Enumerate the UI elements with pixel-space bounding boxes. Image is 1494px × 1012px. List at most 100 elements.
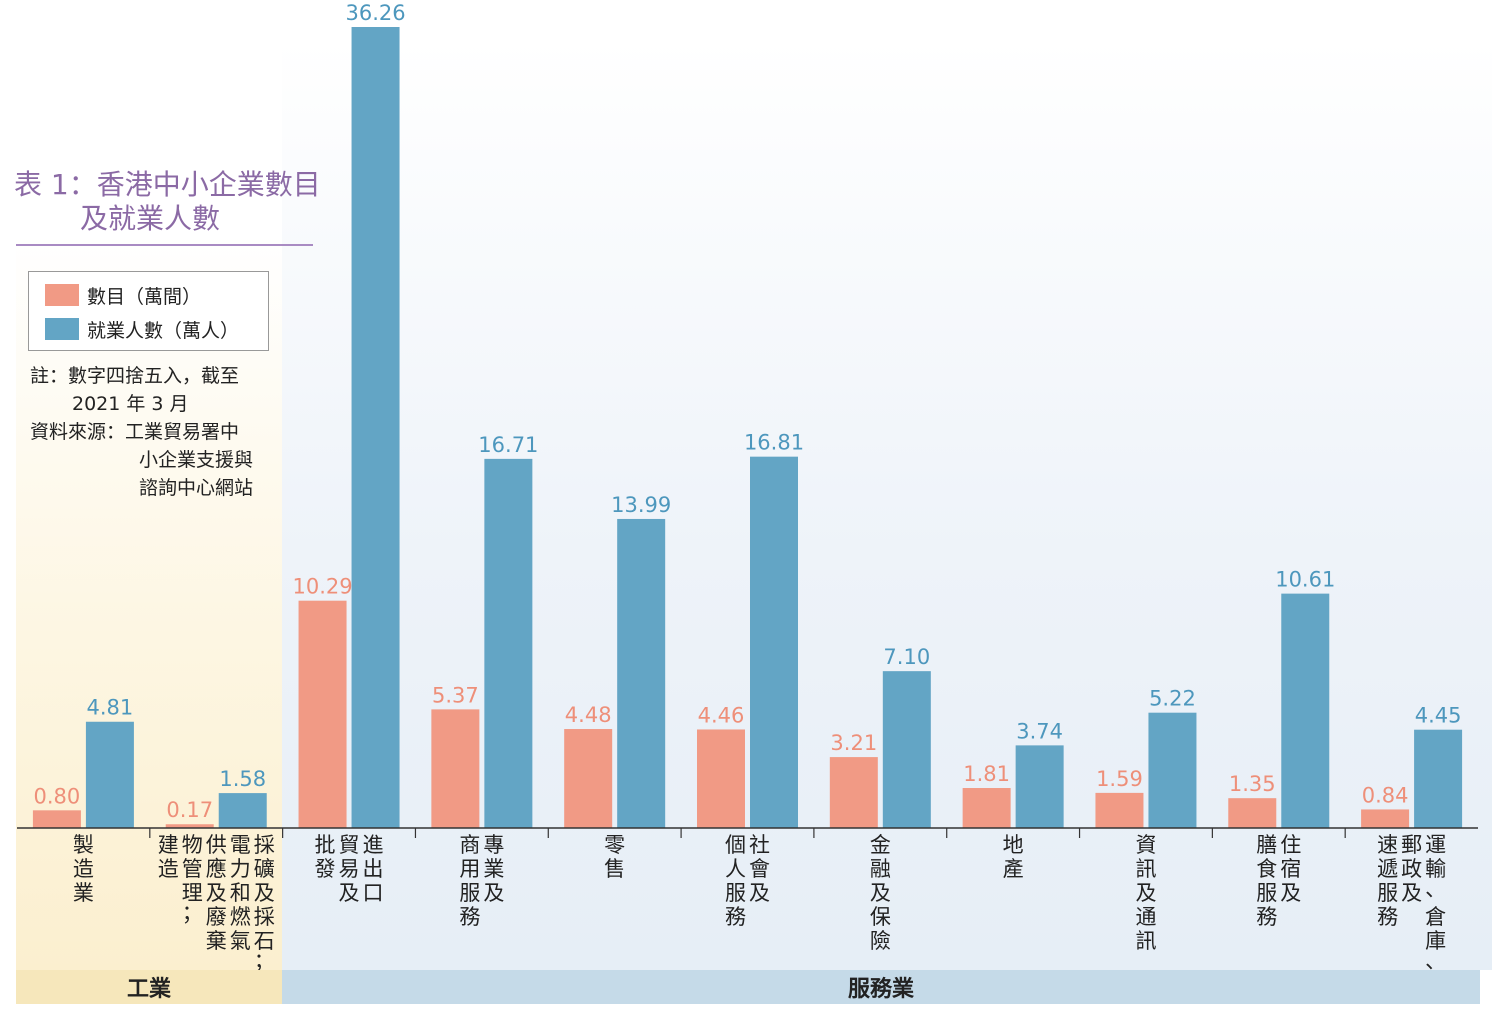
category-char: 用	[459, 857, 480, 881]
category-char: 氣	[230, 929, 251, 953]
bar-establishments-6	[829, 757, 878, 828]
category-char: 務	[725, 905, 746, 929]
group-label-services: 服務業	[282, 970, 1480, 1004]
value-label-employment-8: 5.22	[1149, 687, 1196, 711]
bar-establishments-9	[1228, 798, 1277, 828]
value-label-establishments-9: 1.35	[1229, 772, 1276, 796]
category-char: 口	[363, 881, 384, 905]
value-label-employment-7: 3.74	[1016, 719, 1063, 743]
category-char: 力	[230, 857, 251, 881]
legend-label-employment: 就業人數（萬人）	[87, 319, 240, 342]
bar-establishments-0	[32, 810, 81, 828]
category-char: 政	[1401, 857, 1422, 881]
value-label-establishments-10: 0.84	[1362, 783, 1409, 807]
category-char: 管	[182, 857, 203, 881]
category-char: 資	[1135, 833, 1156, 857]
category-char: 礦	[254, 857, 275, 881]
category-char: 地	[1003, 833, 1024, 857]
value-label-establishments-1: 0.17	[166, 798, 213, 822]
bar-employment-7	[1015, 745, 1064, 828]
category-char: 及	[1280, 881, 1301, 905]
category-char: 訊	[1135, 857, 1156, 881]
bar-employment-9	[1281, 593, 1330, 828]
category-char: ；	[182, 901, 203, 925]
bar-establishments-4	[564, 729, 613, 828]
chart-title-line2: 及就業人數	[80, 202, 221, 235]
legend-item-employment: 就業人數（萬人）	[45, 316, 239, 342]
value-label-employment-9: 10.61	[1275, 568, 1335, 592]
category-char: 保	[870, 905, 891, 929]
category-char: 零	[604, 833, 625, 857]
category-char: 住	[1280, 833, 1301, 857]
category-char: 理	[182, 881, 203, 905]
category-char: 燃	[230, 905, 251, 929]
value-label-establishments-2: 10.29	[292, 575, 352, 599]
category-label-0: 製造業	[73, 833, 94, 905]
value-label-employment-5: 16.81	[744, 431, 804, 455]
bar-employment-5	[750, 456, 798, 828]
category-char: 採	[254, 905, 275, 929]
category-char: 、	[1425, 949, 1446, 973]
category-char: 速	[1377, 833, 1398, 857]
category-char: 人	[725, 857, 746, 881]
legend-label-establishments: 數目（萬間）	[87, 285, 202, 308]
bar-employment-2	[351, 27, 400, 828]
value-label-employment-4: 13.99	[611, 493, 671, 517]
bar-employment-1	[218, 793, 267, 828]
bar-establishments-8	[1095, 792, 1144, 828]
category-char: 商	[459, 833, 480, 857]
legend-swatch-employment	[45, 318, 79, 340]
category-char: 批	[315, 833, 336, 857]
category-char: 棄	[206, 929, 227, 953]
bar-employment-3	[484, 458, 533, 828]
value-label-establishments-5: 4.46	[698, 703, 745, 727]
category-char: ；	[254, 949, 275, 973]
category-char: 險	[870, 929, 891, 953]
category-char: 石	[254, 929, 275, 953]
category-char: 造	[73, 857, 94, 881]
category-char: 應	[206, 857, 227, 881]
category-char: 及	[1401, 881, 1422, 905]
category-char: 個	[725, 833, 746, 857]
category-char: 服	[725, 881, 746, 905]
category-char: 會	[749, 857, 770, 881]
note-line2: 2021 年 3 月	[72, 393, 189, 415]
note-line5: 諮詢中心網站	[139, 477, 254, 499]
chart-note: 註：數字四捨五入，截至 2021 年 3 月 資料來源：工業貿易署中 小企業支援…	[30, 362, 253, 502]
category-char: 及	[206, 881, 227, 905]
bar-establishments-3	[431, 709, 480, 828]
category-char: 業	[73, 881, 94, 905]
title-underline	[16, 244, 313, 246]
note-line3: 資料來源：工業貿易署中	[30, 421, 240, 443]
category-char: 出	[363, 857, 384, 881]
category-char: 專	[483, 833, 504, 857]
category-char: 及	[870, 881, 891, 905]
value-label-establishments-7: 1.81	[963, 762, 1010, 786]
value-label-establishments-6: 3.21	[830, 731, 877, 755]
category-char: 宿	[1280, 857, 1301, 881]
category-char: 採	[254, 833, 275, 857]
category-char: 發	[315, 857, 336, 881]
category-label-4: 零售	[604, 833, 625, 881]
category-char: 服	[459, 881, 480, 905]
value-label-employment-0: 4.81	[87, 696, 134, 720]
category-char: 進	[363, 833, 384, 857]
value-label-employment-6: 7.10	[883, 645, 930, 669]
bar-establishments-5	[697, 729, 745, 828]
group-label-services-text: 服務業	[847, 977, 914, 1002]
bar-establishments-1	[165, 824, 214, 828]
category-char: 運	[1425, 833, 1446, 857]
value-label-employment-1: 1.58	[219, 767, 266, 791]
value-label-establishments-4: 4.48	[565, 703, 612, 727]
category-char: 、	[1425, 877, 1446, 901]
category-char: 及	[254, 881, 275, 905]
category-char: 融	[870, 857, 891, 881]
category-char: 業	[483, 857, 504, 881]
value-label-establishments-8: 1.59	[1096, 767, 1143, 791]
